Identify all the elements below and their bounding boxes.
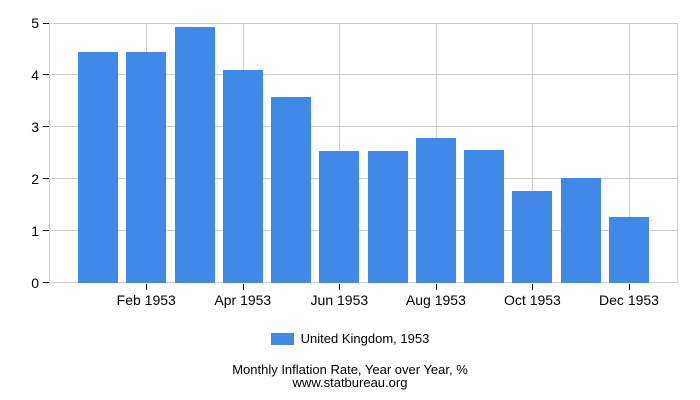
bar-aug[interactable] xyxy=(415,137,456,283)
x-tick-label: Apr 1953 xyxy=(214,292,272,308)
x-axis-tick xyxy=(629,284,630,290)
gridline-h xyxy=(49,74,678,75)
y-axis-line xyxy=(49,23,50,283)
chart-title: Monthly Inflation Rate, Year over Year, … xyxy=(232,362,468,377)
bar-mar[interactable] xyxy=(174,26,215,283)
chart-footer: Monthly Inflation Rate, Year over Year, … xyxy=(0,362,700,390)
y-axis-tick xyxy=(43,282,49,283)
gridline-h xyxy=(49,230,678,231)
x-axis-tick xyxy=(532,284,534,290)
bar-feb[interactable] xyxy=(126,51,167,283)
y-tick-label: 4 xyxy=(31,67,39,83)
legend: United Kingdom, 1953 xyxy=(0,331,700,346)
y-axis-tick xyxy=(43,126,49,127)
plot-right-border xyxy=(677,23,678,283)
bar-apr[interactable] xyxy=(222,69,263,283)
gridline-h xyxy=(49,282,678,283)
x-tick-label: Oct 1953 xyxy=(504,292,561,308)
y-tick-label: 1 xyxy=(31,223,39,239)
y-axis-tick xyxy=(43,178,49,179)
y-axis-tick xyxy=(43,23,49,24)
gridline-h xyxy=(49,178,678,179)
gridline-h xyxy=(49,23,678,24)
plot-area xyxy=(49,23,678,283)
bar-jul[interactable] xyxy=(367,151,408,283)
y-axis-tick xyxy=(43,74,49,75)
x-axis-tick xyxy=(242,284,244,290)
x-tick-label: Feb 1953 xyxy=(116,292,176,308)
x-axis-tick xyxy=(435,284,437,290)
bar-jan[interactable] xyxy=(78,51,118,283)
chart-source: www.statbureau.org xyxy=(292,374,408,390)
legend-swatch xyxy=(270,332,294,345)
y-tick-label: 0 xyxy=(31,275,39,291)
y-axis-tick xyxy=(43,230,49,231)
x-axis-tick xyxy=(146,284,148,290)
y-tick-label: 5 xyxy=(31,15,39,31)
bar-may[interactable] xyxy=(271,96,312,283)
gridline-v xyxy=(629,23,630,283)
gridline-h xyxy=(49,126,678,127)
bar-dec[interactable] xyxy=(609,217,649,283)
x-tick-label: Jun 1953 xyxy=(310,292,369,308)
x-tick-label: Aug 1953 xyxy=(405,292,466,308)
y-tick-label: 3 xyxy=(31,119,39,135)
bar-nov[interactable] xyxy=(560,177,601,283)
y-tick-label: 2 xyxy=(31,171,39,187)
gridline-v xyxy=(532,23,534,283)
bar-jun[interactable] xyxy=(319,151,360,283)
bar-sep[interactable] xyxy=(464,150,505,283)
x-tick-label: Dec 1953 xyxy=(599,292,659,308)
bar-oct[interactable] xyxy=(512,191,553,283)
legend-label: United Kingdom, 1953 xyxy=(300,331,430,346)
x-axis-tick xyxy=(339,284,341,290)
